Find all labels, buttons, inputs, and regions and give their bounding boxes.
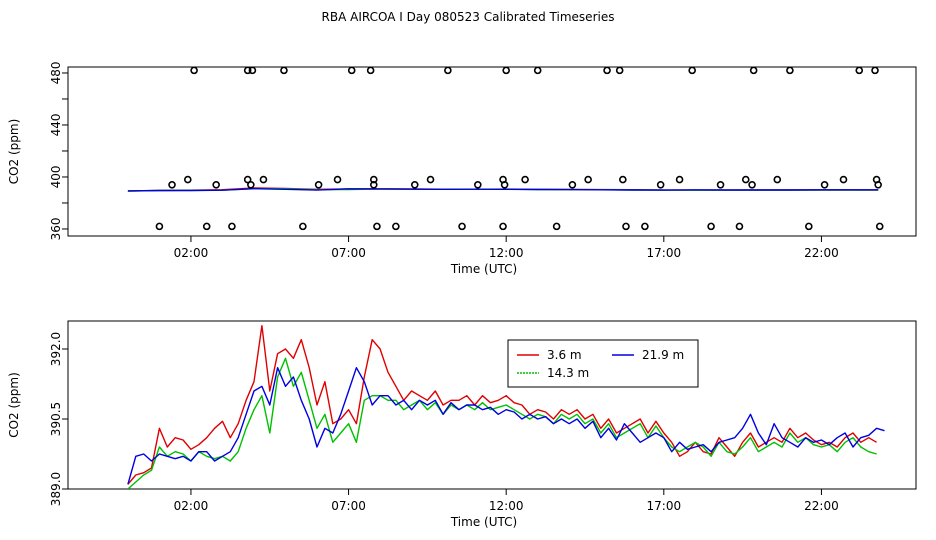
data-point xyxy=(749,67,758,75)
x-tick-label: 12:00 xyxy=(489,499,524,513)
data-point xyxy=(168,180,176,189)
data-point xyxy=(280,67,288,75)
data-point xyxy=(333,175,342,184)
x-tick-label: 17:00 xyxy=(647,246,682,260)
chart-title: RBA AIRCOA I Day 080523 Calibrated Times… xyxy=(321,10,615,24)
data-point xyxy=(839,175,848,184)
data-point xyxy=(619,175,627,184)
series-line-14-3-m xyxy=(127,357,877,489)
x-tick-label: 22:00 xyxy=(804,246,839,260)
data-point xyxy=(373,222,381,231)
data-point xyxy=(248,67,257,75)
data-point xyxy=(584,175,592,184)
data-point xyxy=(228,222,236,231)
data-point xyxy=(410,180,419,189)
data-point xyxy=(369,175,378,184)
data-point xyxy=(299,222,307,231)
data-point xyxy=(675,175,684,184)
x-tick-label: 22:00 xyxy=(804,499,839,513)
data-point xyxy=(155,222,164,231)
data-point xyxy=(707,222,715,231)
panel-1: 02:00 07:00 12:00 17:00 22:00 360 400 440 480 Tim… xyxy=(7,62,917,276)
data-point xyxy=(716,180,725,189)
data-point xyxy=(552,222,561,231)
y-axis-title: CO2 (ppm) xyxy=(7,119,21,185)
x-tick-label: 07:00 xyxy=(331,499,366,513)
data-point xyxy=(247,180,255,189)
data-point xyxy=(426,175,435,184)
plot-area xyxy=(127,67,884,231)
y-tick-label: 440 xyxy=(49,114,63,137)
plot-frame xyxy=(67,320,917,490)
data-point xyxy=(568,180,577,189)
y-tick-label: 480 xyxy=(49,62,63,85)
x-tick-label: 07:00 xyxy=(331,246,366,260)
data-point xyxy=(688,67,696,75)
y-tick-label: 400 xyxy=(49,166,63,189)
series-line-3-6-m xyxy=(127,325,877,485)
plot-frame xyxy=(67,66,917,237)
data-point xyxy=(521,175,529,184)
data-point xyxy=(444,67,452,75)
x-tick-label: 02:00 xyxy=(174,499,209,513)
data-point xyxy=(183,175,192,184)
data-point xyxy=(500,180,509,189)
data-point xyxy=(805,222,813,231)
data-point xyxy=(499,222,507,231)
data-point xyxy=(615,67,624,75)
data-point xyxy=(875,222,884,231)
plot-area xyxy=(127,325,885,489)
data-point xyxy=(533,67,542,75)
series-line-21-9-m xyxy=(127,367,885,485)
data-point xyxy=(786,67,794,75)
x-tick-label: 17:00 xyxy=(647,499,682,513)
panel-2: 02:00 07:00 12:00 17:00 22:00 389.0 390.5 392.0… xyxy=(7,320,917,529)
data-point xyxy=(773,175,782,184)
y-tick-label: 360 xyxy=(49,218,63,241)
x-tick-label: 12:00 xyxy=(489,246,524,260)
data-point xyxy=(366,67,375,75)
y-tick-label: 390.5 xyxy=(49,402,63,436)
data-point xyxy=(656,180,665,189)
data-point xyxy=(190,67,198,75)
data-point xyxy=(369,180,378,189)
data-point xyxy=(392,222,400,231)
data-point xyxy=(603,67,611,75)
x-axis-title: Time (UTC) xyxy=(450,515,517,529)
legend: 3.6 m 21.9 m 14.3 m xyxy=(507,339,699,388)
data-point xyxy=(202,222,211,231)
data-point xyxy=(622,222,630,231)
data-point xyxy=(243,67,252,75)
data-point xyxy=(458,222,466,231)
data-point xyxy=(502,67,510,75)
y-axis-title: CO2 (ppm) xyxy=(7,372,21,438)
x-axis-title: Time (UTC) xyxy=(450,262,517,276)
y-tick-label: 392.0 xyxy=(49,332,63,366)
data-point xyxy=(347,67,356,75)
legend-label: 21.9 m xyxy=(642,348,684,362)
data-point xyxy=(748,180,756,189)
data-point xyxy=(855,67,864,75)
data-point xyxy=(641,222,649,231)
legend-label: 14.3 m xyxy=(547,366,589,380)
data-point xyxy=(820,180,829,189)
data-point xyxy=(474,180,482,189)
data-point xyxy=(874,180,882,189)
y-tick-label: 389.0 xyxy=(49,472,63,506)
x-tick-label: 02:00 xyxy=(174,246,209,260)
data-point xyxy=(871,67,879,75)
data-point xyxy=(259,175,268,184)
series-line-21-9-m xyxy=(127,187,879,192)
data-point xyxy=(243,175,252,184)
legend-label: 3.6 m xyxy=(547,348,582,362)
data-point xyxy=(735,222,744,231)
data-point xyxy=(314,180,323,189)
data-point xyxy=(212,180,220,189)
legend-box xyxy=(507,339,699,388)
data-point xyxy=(741,175,750,184)
